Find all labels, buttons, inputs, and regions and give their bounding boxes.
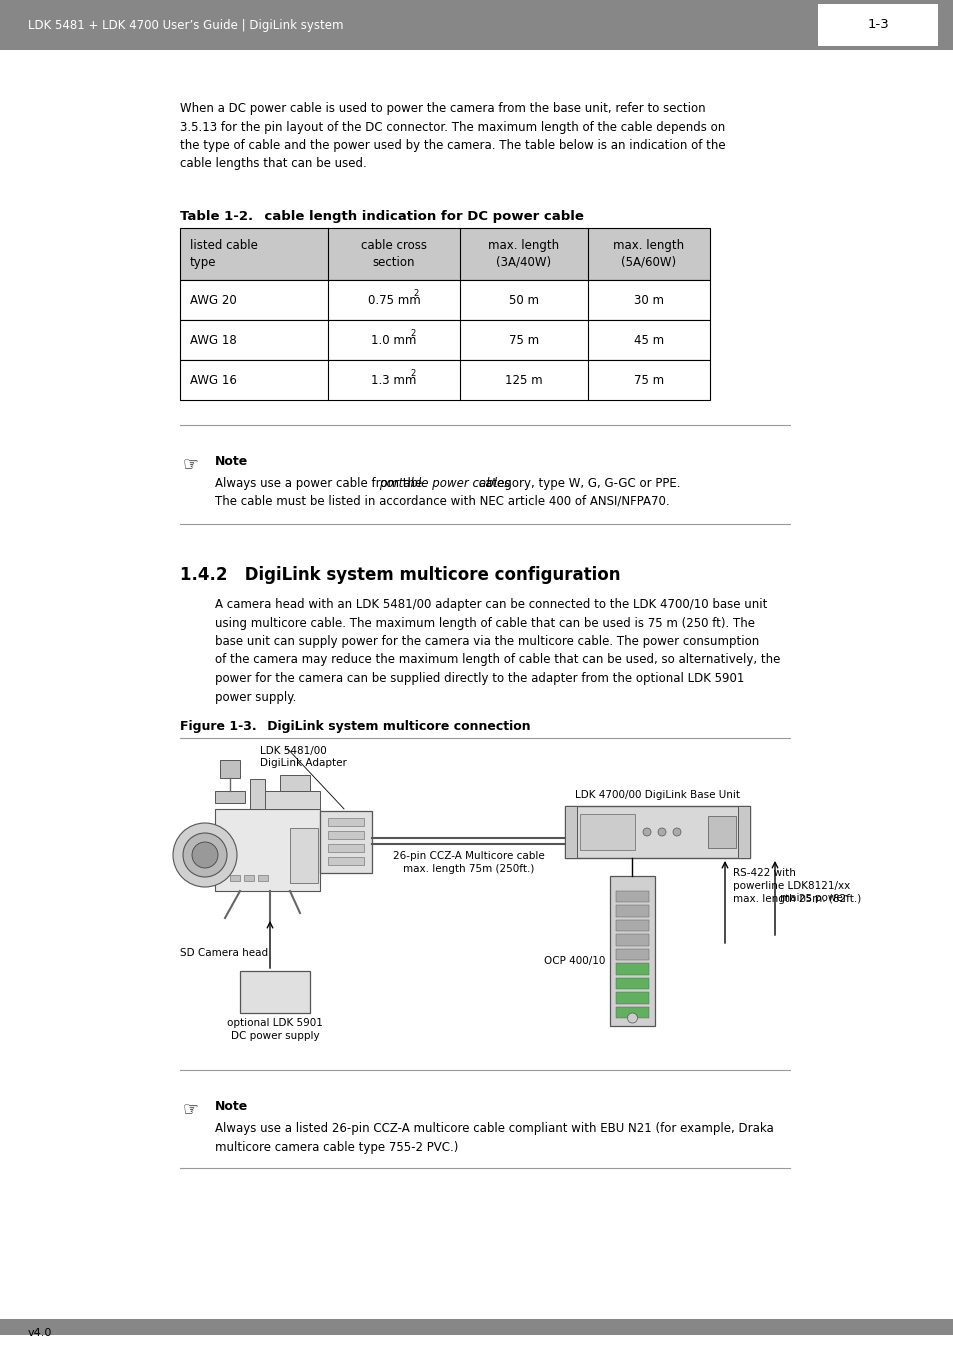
Text: ☞: ☞ <box>182 455 198 473</box>
Circle shape <box>172 823 236 888</box>
Text: 75 m: 75 m <box>634 373 663 386</box>
Text: SD Camera head: SD Camera head <box>180 948 268 958</box>
Text: listed cable
type: listed cable type <box>190 239 257 269</box>
Text: LDK 5481/00
DigiLink Adapter: LDK 5481/00 DigiLink Adapter <box>260 746 347 769</box>
Text: 2: 2 <box>410 330 416 339</box>
Circle shape <box>658 828 665 836</box>
Bar <box>180 280 709 320</box>
Text: Always use a power cable from the: Always use a power cable from the <box>214 477 426 490</box>
Circle shape <box>183 834 227 877</box>
Text: 2: 2 <box>413 289 418 299</box>
Bar <box>817 4 937 46</box>
Bar <box>616 920 648 931</box>
Bar <box>180 228 709 280</box>
Text: 125 m: 125 m <box>505 373 542 386</box>
Text: 1-3: 1-3 <box>866 19 888 31</box>
Text: mains power: mains power <box>780 893 846 902</box>
Text: cable cross
section: cable cross section <box>360 239 427 269</box>
Bar <box>564 807 749 858</box>
Bar <box>616 905 648 917</box>
Text: The cable must be listed in accordance with NEC article 400 of ANSI/NFPA70.: The cable must be listed in accordance w… <box>214 494 669 507</box>
Text: Note: Note <box>214 455 248 467</box>
Bar <box>214 790 245 802</box>
Bar <box>290 828 317 884</box>
Text: OCP 400/10: OCP 400/10 <box>543 957 604 966</box>
Text: 45 m: 45 m <box>634 334 663 346</box>
Text: 2: 2 <box>410 370 416 378</box>
Text: 30 m: 30 m <box>634 293 663 307</box>
Text: AWG 16: AWG 16 <box>190 373 236 386</box>
Bar <box>319 811 372 873</box>
Text: LDK 4700/00 DigiLink Base Unit: LDK 4700/00 DigiLink Base Unit <box>575 790 740 800</box>
Text: 1.0 mm: 1.0 mm <box>371 334 416 346</box>
Bar <box>707 816 735 848</box>
Bar <box>616 935 648 946</box>
Text: ☞: ☞ <box>182 1100 198 1119</box>
Circle shape <box>627 1013 637 1023</box>
Bar <box>240 971 310 1013</box>
Text: category, type W, G, G-GC or PPE.: category, type W, G, G-GC or PPE. <box>475 477 680 490</box>
Bar <box>230 875 240 881</box>
Text: Figure 1-3.  DigiLink system multicore connection: Figure 1-3. DigiLink system multicore co… <box>180 720 530 734</box>
Bar <box>738 807 749 858</box>
Bar <box>328 857 364 865</box>
Bar <box>564 807 577 858</box>
Text: Table 1-2.  cable length indication for DC power cable: Table 1-2. cable length indication for D… <box>180 209 583 223</box>
Text: LDK 5481 + LDK 4700 User’s Guide | DigiLink system: LDK 5481 + LDK 4700 User’s Guide | DigiL… <box>28 19 343 31</box>
Bar <box>579 815 635 850</box>
Bar <box>616 948 648 961</box>
Text: 1.3 mm: 1.3 mm <box>371 373 416 386</box>
Bar <box>328 831 364 839</box>
Text: A camera head with an LDK 5481/00 adapter can be connected to the LDK 4700/10 ba: A camera head with an LDK 5481/00 adapte… <box>214 598 780 704</box>
Text: RS-422 with
powerline LDK8121/xx
max. length 25m. (82ft.): RS-422 with powerline LDK8121/xx max. le… <box>732 867 861 904</box>
Circle shape <box>642 828 650 836</box>
Text: When a DC power cable is used to power the camera from the base unit, refer to s: When a DC power cable is used to power t… <box>180 101 725 170</box>
Text: max. length
(5A/60W): max. length (5A/60W) <box>613 239 684 269</box>
Text: 0.75 mm: 0.75 mm <box>367 293 420 307</box>
Text: 1.4.2   DigiLink system multicore configuration: 1.4.2 DigiLink system multicore configur… <box>180 566 619 584</box>
Bar <box>328 817 364 825</box>
Bar <box>0 0 953 50</box>
Text: Note: Note <box>214 1100 248 1113</box>
Bar <box>220 761 240 778</box>
Bar <box>328 844 364 852</box>
Bar <box>257 875 268 881</box>
Bar <box>250 780 265 809</box>
Circle shape <box>192 842 218 867</box>
Bar <box>280 775 310 790</box>
Bar <box>616 892 648 902</box>
Text: v4.0: v4.0 <box>28 1328 52 1337</box>
Text: 75 m: 75 m <box>508 334 538 346</box>
Bar <box>616 978 648 989</box>
Text: AWG 18: AWG 18 <box>190 334 236 346</box>
Bar <box>214 809 319 892</box>
Bar <box>244 875 253 881</box>
Text: Always use a listed 26-pin CCZ-A multicore cable compliant with EBU N21 (for exa: Always use a listed 26-pin CCZ-A multico… <box>214 1121 773 1154</box>
Text: portable power cables: portable power cables <box>378 477 510 490</box>
Bar <box>260 790 319 809</box>
Bar <box>616 1006 648 1019</box>
Text: 26-pin CCZ-A Multicore cable
max. length 75m (250ft.): 26-pin CCZ-A Multicore cable max. length… <box>393 851 544 874</box>
Bar <box>616 963 648 974</box>
Bar <box>616 992 648 1004</box>
Bar <box>180 359 709 400</box>
Text: optional LDK 5901
DC power supply: optional LDK 5901 DC power supply <box>227 1019 323 1040</box>
Bar <box>0 1319 953 1335</box>
Bar <box>609 875 655 1025</box>
Text: 50 m: 50 m <box>509 293 538 307</box>
Circle shape <box>672 828 680 836</box>
Text: max. length
(3A/40W): max. length (3A/40W) <box>488 239 559 269</box>
Bar <box>180 320 709 359</box>
Text: AWG 20: AWG 20 <box>190 293 236 307</box>
